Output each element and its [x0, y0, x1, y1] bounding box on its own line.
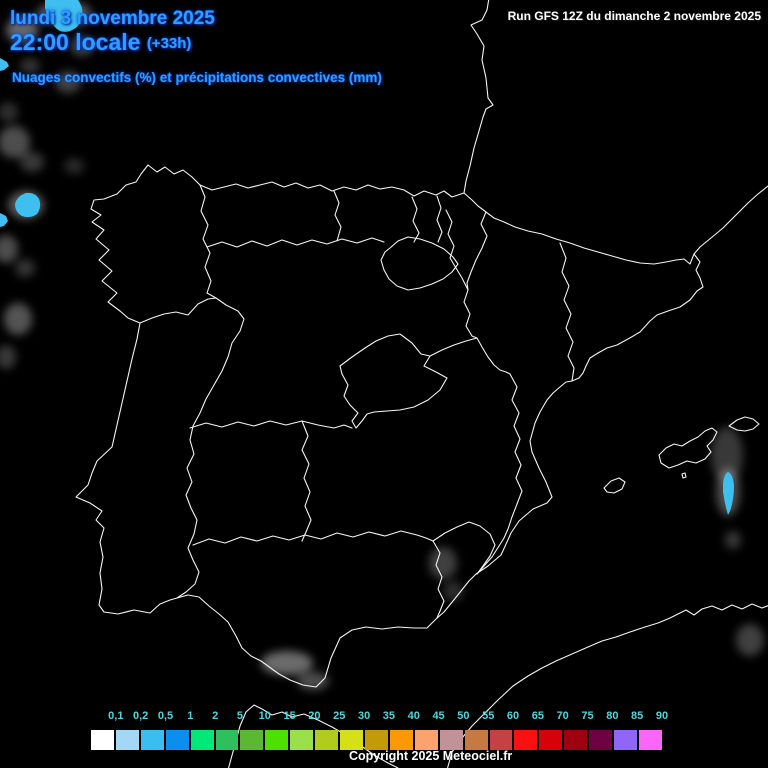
island-mallorca [658, 427, 718, 469]
legend-threshold-label: 70 [556, 710, 569, 722]
date-label: lundi 3 novembre 2025 [10, 8, 215, 29]
legend-color-box [414, 730, 438, 750]
legend-color-box [265, 730, 289, 750]
parameter-title: Nuages convectifs (%) et précipitations … [12, 70, 382, 85]
legend-threshold-label: 20 [308, 710, 321, 722]
legend-color-box [564, 730, 588, 750]
border-madrid [339, 333, 448, 429]
legend-threshold-label: 80 [606, 710, 619, 722]
legend-color-box [240, 730, 264, 750]
legend-threshold-label: 55 [482, 710, 495, 722]
legend-threshold-label: 1 [187, 710, 194, 722]
legend-color-box [389, 730, 413, 750]
coastline-and-borders [75, 0, 768, 768]
time-label: 22:00 locale (+33h) [10, 29, 191, 56]
legend-threshold-label: 85 [631, 710, 644, 722]
legend-threshold-label: 65 [531, 710, 544, 722]
coastline-africa [446, 603, 768, 768]
legend-color-box [614, 730, 637, 750]
copyright-label: Copyright 2025 Meteociel.fr [349, 749, 513, 763]
legend-color-box [140, 730, 164, 750]
precipitation-cells [0, 0, 734, 515]
precip-cell-left-edge-2 [0, 213, 8, 227]
legend-color-box [638, 730, 662, 750]
forecast-offset: (+33h) [146, 35, 192, 52]
legend-color-box [514, 730, 538, 750]
legend-threshold-label: 40 [407, 710, 420, 722]
legend-threshold-label: 5 [236, 710, 244, 722]
coastline-morocco [227, 704, 399, 768]
legend-color-box [115, 730, 139, 750]
legend-color-box [340, 730, 363, 750]
legend-color-box [539, 730, 563, 750]
legend-color-box [489, 730, 513, 750]
legend-threshold-label: 35 [382, 710, 396, 722]
legend-threshold-label: 15 [283, 710, 296, 722]
island-ibiza [603, 477, 626, 494]
border-france-spain [463, 192, 695, 265]
legend-color-scale [91, 730, 662, 750]
legend-color-box [215, 730, 239, 750]
precip-cell-left-edge-1 [0, 58, 9, 71]
border-portugal-spain [139, 297, 245, 599]
legend-threshold-label: 90 [655, 710, 669, 722]
precip-cell-balearic [723, 472, 734, 515]
model-run-label: Run GFS 12Z du dimanche 2 novembre 2025 [507, 9, 761, 23]
legend-threshold-label: 10 [258, 710, 271, 722]
legend-threshold-label: 2 [212, 710, 219, 722]
legend-color-box [91, 730, 114, 750]
legend-threshold-label: 25 [333, 710, 346, 722]
local-time: 22:00 locale [10, 29, 141, 55]
legend-threshold-label: 0,2 [132, 710, 149, 722]
cloud-smudges [0, 2, 764, 690]
legend-color-box [464, 730, 488, 750]
legend-color-box [290, 730, 314, 750]
legend-threshold-label: 0,5 [157, 710, 174, 722]
legend-threshold-label: 45 [432, 710, 445, 722]
legend-threshold-label: 50 [457, 710, 470, 722]
coastline [75, 0, 768, 688]
precip-cell-galicia-offshore [15, 192, 41, 218]
legend-threshold-label: 0,1 [108, 710, 124, 722]
island-cabrera [681, 472, 687, 479]
precip-cell-north-atlantic [45, 0, 83, 32]
legend-threshold-label: 60 [506, 710, 520, 722]
legend-color-box [589, 730, 613, 750]
legend-threshold-labels: 0,1 0,2 0,5 1 2 5 10 15 20 25 30 35 40 45 50 55 60 65 70 75… [0, 710, 768, 726]
legend-color-box [165, 730, 189, 750]
legend-color-box [364, 730, 388, 750]
legend-color-box [315, 730, 339, 750]
island-menorca [728, 416, 760, 432]
legend-threshold-label: 75 [581, 710, 594, 722]
legend-threshold-label: 30 [357, 710, 371, 722]
legend-color-box [439, 730, 463, 750]
legend-color-box [190, 730, 214, 750]
